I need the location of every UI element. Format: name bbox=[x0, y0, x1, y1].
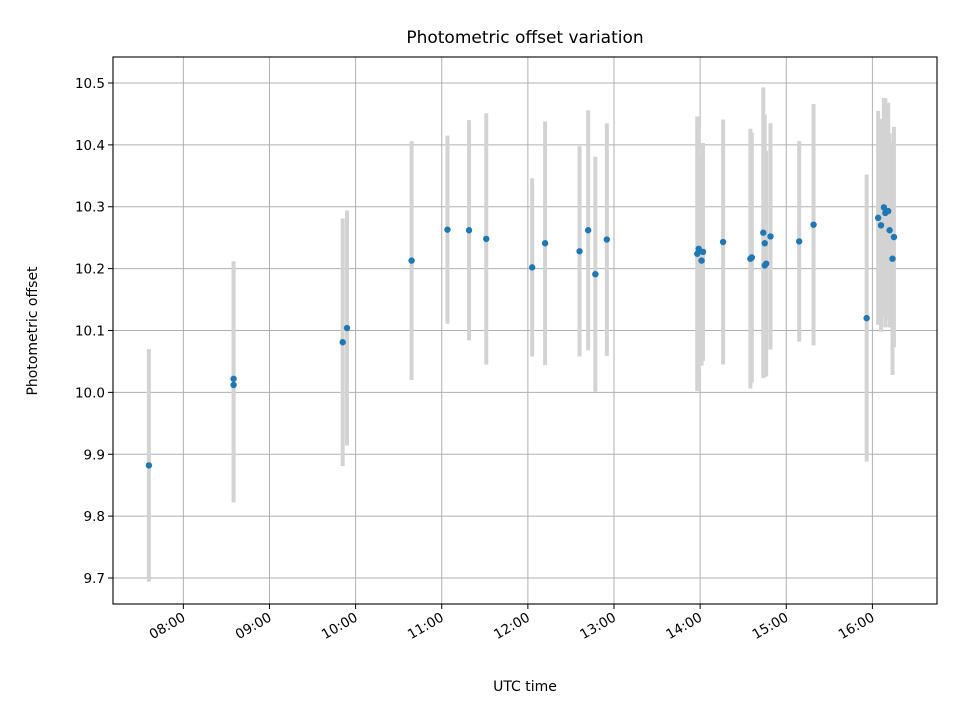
y-tick-label: 10.1 bbox=[75, 324, 105, 340]
data-point bbox=[890, 233, 898, 241]
x-axis-label: UTC time bbox=[493, 679, 557, 695]
data-point bbox=[863, 314, 870, 322]
y-axis-ticks: 9.7 9.8 9.9 10.0 10.1 10.2 10.3 10.4 10.5 bbox=[75, 76, 113, 587]
data-point bbox=[760, 229, 767, 236]
data-point bbox=[584, 227, 592, 234]
data-point bbox=[483, 235, 490, 243]
data-point bbox=[698, 257, 705, 264]
data-point bbox=[343, 324, 351, 332]
data-point bbox=[145, 462, 153, 469]
data-point bbox=[699, 248, 707, 256]
data-point bbox=[541, 240, 549, 247]
data-point bbox=[877, 222, 885, 229]
y-tick-label: 9.9 bbox=[84, 447, 105, 463]
data-point bbox=[874, 214, 882, 222]
data-point bbox=[762, 260, 770, 267]
data-point bbox=[230, 381, 237, 389]
data-point bbox=[767, 233, 774, 240]
data-point bbox=[694, 250, 701, 257]
data-point bbox=[603, 236, 611, 243]
y-tick-label: 10.4 bbox=[75, 138, 105, 154]
y-tick-label: 9.8 bbox=[84, 509, 105, 525]
data-point bbox=[528, 264, 536, 271]
data-point bbox=[886, 227, 893, 234]
data-point bbox=[465, 227, 473, 234]
y-tick-label: 10.2 bbox=[75, 262, 105, 278]
data-point bbox=[761, 240, 768, 247]
data-point bbox=[880, 204, 888, 211]
data-point bbox=[719, 238, 727, 246]
y-tick-label: 10.0 bbox=[75, 385, 105, 401]
data-point bbox=[592, 270, 599, 278]
data-point bbox=[795, 238, 803, 245]
data-point bbox=[576, 248, 583, 255]
data-points bbox=[145, 204, 898, 469]
data-point bbox=[884, 207, 892, 215]
y-tick-label: 9.7 bbox=[84, 571, 105, 587]
data-point bbox=[444, 226, 451, 233]
data-point bbox=[748, 254, 756, 261]
y-tick-label: 10.3 bbox=[75, 200, 105, 216]
data-point bbox=[889, 255, 896, 262]
data-point bbox=[230, 375, 237, 382]
chart-title: Photometric offset variation bbox=[406, 28, 643, 48]
y-axis-label: Photometric offset bbox=[25, 266, 41, 396]
data-point bbox=[810, 221, 817, 228]
data-point bbox=[339, 339, 346, 346]
y-tick-label: 10.5 bbox=[75, 76, 105, 92]
data-point bbox=[408, 257, 415, 264]
